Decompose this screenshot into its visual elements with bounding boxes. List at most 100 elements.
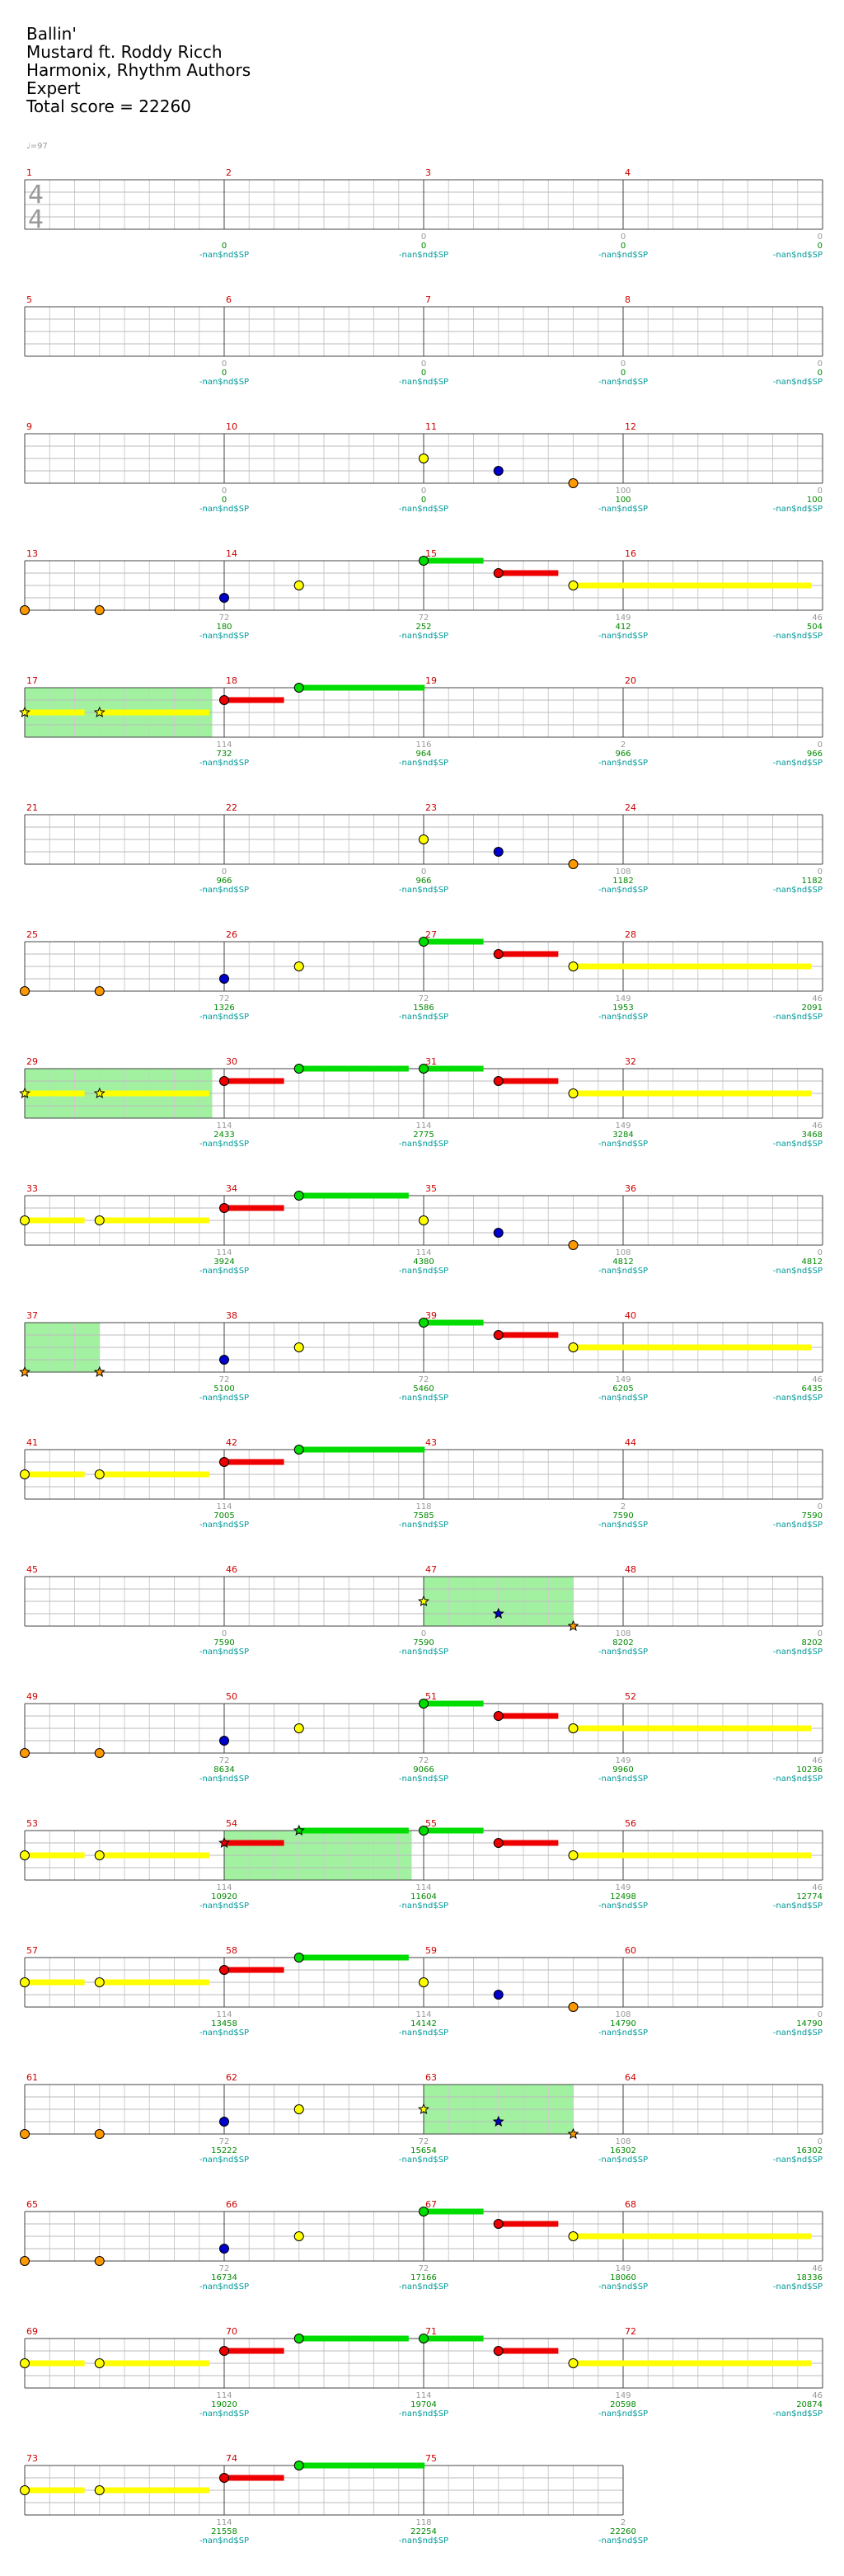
sp-tag: -nan$nd$SP xyxy=(199,1013,249,1022)
measure-gray-value: 118 xyxy=(415,1502,431,1511)
measure-number: 56 xyxy=(625,1818,636,1829)
sustain-red xyxy=(498,1840,559,1846)
note-yellow xyxy=(293,1342,304,1352)
sp-tag: -nan$nd$SP xyxy=(773,1648,823,1657)
cumulative-score: 1182 xyxy=(612,877,633,886)
note-red xyxy=(219,1076,229,1086)
sustain-red xyxy=(224,697,284,703)
measure-gray-value: 0 xyxy=(421,867,426,877)
sustain-green xyxy=(298,2335,409,2342)
note-yellow xyxy=(293,961,304,971)
measure-gray-value: 0 xyxy=(222,1629,227,1638)
measure-gray-value: 72 xyxy=(219,613,230,623)
cumulative-score: 21558 xyxy=(211,2527,237,2536)
note-green xyxy=(419,1699,429,1709)
sustain-yellow xyxy=(99,1471,209,1478)
star-note-yellow xyxy=(93,1087,106,1098)
song-title: Ballin' xyxy=(26,24,77,44)
note-red xyxy=(493,1330,504,1340)
cumulative-score: 9960 xyxy=(612,1765,633,1775)
cumulative-score: 16302 xyxy=(610,2146,636,2155)
star-note-red xyxy=(218,1836,230,1848)
sp-tag: -nan$nd$SP xyxy=(773,505,823,514)
sustain-yellow xyxy=(573,582,811,589)
cumulative-score: 1182 xyxy=(802,877,823,886)
sp-tag: -nan$nd$SP xyxy=(773,759,823,768)
sp-tag: -nan$nd$SP xyxy=(399,505,448,514)
star-note-yellow xyxy=(93,706,106,717)
measure-number: 64 xyxy=(625,2072,636,2083)
measure-number: 55 xyxy=(425,1818,437,1829)
measure-number: 74 xyxy=(226,2453,237,2464)
measure-number: 45 xyxy=(26,1564,38,1575)
measure-gray-value: 46 xyxy=(812,2264,823,2273)
star-note-orange xyxy=(567,1619,579,1631)
cumulative-score: 0 xyxy=(421,369,426,378)
note-orange xyxy=(94,605,105,615)
measure-number: 67 xyxy=(425,2199,437,2210)
sustain-yellow xyxy=(573,1344,811,1351)
cumulative-score: 11604 xyxy=(410,1892,437,1901)
sp-tag: -nan$nd$SP xyxy=(598,1901,648,1911)
sp-tag: -nan$nd$SP xyxy=(773,886,823,895)
cumulative-score: 22254 xyxy=(410,2527,437,2536)
measure-gray-value: 108 xyxy=(615,2010,631,2019)
sustain-yellow xyxy=(25,1471,85,1478)
sustain-yellow xyxy=(99,2487,209,2494)
sustain-yellow xyxy=(25,1979,85,1986)
note-red xyxy=(219,1203,229,1213)
measure-number: 59 xyxy=(425,1945,437,1956)
measure-number: 57 xyxy=(26,1945,38,1956)
measure-number: 47 xyxy=(425,1564,437,1575)
note-blue xyxy=(493,1990,504,2000)
note-orange xyxy=(94,986,105,996)
sustain-green xyxy=(424,557,484,564)
sp-tag: -nan$nd$SP xyxy=(598,2409,648,2419)
star-note-orange xyxy=(19,1366,30,1377)
measure-gray-value: 46 xyxy=(812,1756,823,1765)
sp-tag: -nan$nd$SP xyxy=(598,2282,648,2292)
sp-tag: -nan$nd$SP xyxy=(399,1013,448,1022)
note-green xyxy=(293,2334,304,2343)
note-yellow xyxy=(568,961,579,971)
sustain-red xyxy=(498,570,559,576)
measure-gray-value: 108 xyxy=(615,867,631,877)
measure-number: 30 xyxy=(226,1056,237,1067)
sp-tag: -nan$nd$SP xyxy=(598,1775,648,1784)
sp-tag: -nan$nd$SP xyxy=(598,759,648,768)
cumulative-score: 0 xyxy=(818,242,823,251)
cumulative-score: 20598 xyxy=(610,2400,636,2409)
cumulative-score: 17166 xyxy=(410,2273,437,2282)
measure-gray-value: 46 xyxy=(812,613,823,623)
measure-gray-value: 114 xyxy=(216,1248,232,1257)
sp-tag: -nan$nd$SP xyxy=(773,1521,823,1530)
measure-number: 12 xyxy=(625,421,636,432)
measure-gray-value: 72 xyxy=(419,2137,429,2146)
measure-number: 36 xyxy=(625,1183,636,1194)
sustain-yellow xyxy=(573,1725,811,1732)
sp-tag: -nan$nd$SP xyxy=(598,1521,648,1530)
note-green xyxy=(293,1953,304,1963)
sustain-yellow xyxy=(25,2487,85,2494)
cumulative-score: 15654 xyxy=(410,2146,437,2155)
sustain-yellow xyxy=(573,1090,811,1097)
cumulative-score: 0 xyxy=(222,496,227,505)
sustain-yellow xyxy=(573,2360,811,2367)
note-red xyxy=(493,1711,504,1721)
measure-number: 5 xyxy=(26,294,32,305)
sp-tag: -nan$nd$SP xyxy=(199,505,249,514)
sp-tag: -nan$nd$SP xyxy=(199,1521,249,1530)
measure-gray-value: 0 xyxy=(621,233,626,242)
sustain-green xyxy=(298,684,425,691)
sustain-green xyxy=(298,1446,425,1453)
measure-gray-value: 2 xyxy=(621,2518,626,2527)
sustain-yellow xyxy=(99,1090,209,1097)
measure-number: 11 xyxy=(425,421,437,432)
measure-gray-value: 0 xyxy=(818,1248,823,1257)
cumulative-score: 252 xyxy=(415,623,431,632)
measure-gray-value: 0 xyxy=(222,487,227,496)
tempo-marking: ♩=97 xyxy=(26,142,48,151)
cumulative-score: 2775 xyxy=(413,1131,434,1140)
star-note-blue xyxy=(492,2115,504,2127)
sustain-red xyxy=(498,2221,559,2227)
